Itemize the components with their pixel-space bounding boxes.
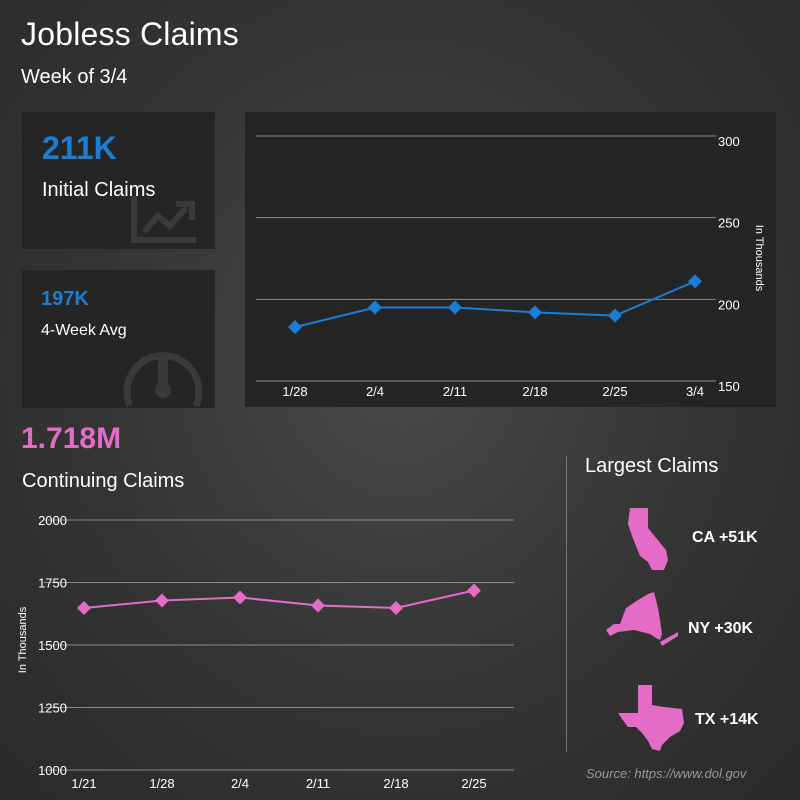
page-subtitle: Week of 3/4: [21, 66, 128, 88]
data-point: [233, 590, 247, 605]
california-icon: [628, 508, 668, 570]
initial-claims-chart-panel: [245, 112, 776, 407]
four-week-avg-card: 197K 4-Week Avg: [22, 270, 215, 408]
data-point: [688, 274, 702, 289]
y-tick-label: 300: [718, 134, 740, 149]
data-point: [448, 300, 462, 315]
y-tick-label: 250: [718, 216, 740, 231]
y-tick-label: 200: [718, 297, 740, 312]
x-tick-label: 2/4: [366, 384, 384, 399]
initial-claims-label: Initial Claims: [42, 179, 156, 201]
data-point: [467, 583, 481, 598]
four-week-avg-label: 4-Week Avg: [41, 322, 127, 339]
chart-trend-icon: [131, 196, 196, 243]
texas-icon: [618, 685, 684, 751]
x-tick-label: 1/28: [282, 384, 307, 399]
x-tick-label: 2/18: [522, 384, 547, 399]
new-york-icon: [606, 592, 678, 646]
series-line: [83, 589, 475, 610]
y-tick-label: 1750: [38, 576, 67, 591]
state-label-ca: CA +51K: [692, 529, 758, 546]
section-divider: [566, 456, 567, 752]
x-tick-label: 2/4: [231, 776, 249, 791]
y-tick-label: 2000: [38, 513, 67, 528]
y-tick-label: 150: [718, 379, 740, 394]
data-point: [389, 601, 403, 615]
data-point: [77, 601, 91, 615]
state-label-tx: TX +14K: [695, 711, 759, 728]
x-tick-label: 1/21: [71, 776, 96, 791]
source-note: Source: https://www.dol.gov: [586, 766, 747, 781]
state-label-ny: NY +30K: [688, 620, 754, 637]
x-tick-label: 3/4: [686, 384, 704, 399]
y-tick-label: 1000: [38, 763, 67, 778]
data-point: [528, 305, 542, 320]
x-tick-label: 2/25: [461, 776, 486, 791]
data-point: [155, 593, 169, 608]
four-week-avg-value: 197K: [41, 288, 89, 310]
x-tick-label: 2/11: [443, 384, 467, 399]
y-tick-label: 1500: [38, 638, 67, 653]
series-line: [294, 280, 696, 329]
continuing-claims-value: 1.718M: [21, 422, 122, 455]
page-title: Jobless Claims: [21, 16, 239, 52]
x-tick-label: 2/18: [383, 776, 408, 791]
initial-claims-card: 211K Initial Claims: [22, 112, 215, 249]
x-tick-label: 2/11: [306, 776, 330, 791]
data-point: [311, 598, 325, 613]
initial-claims-value: 211K: [42, 130, 117, 166]
continuing-claims-label: Continuing Claims: [22, 470, 185, 492]
y-axis-label: In Thousands: [17, 606, 29, 673]
data-point: [608, 308, 622, 323]
data-point: [368, 300, 382, 315]
gauge-icon: [123, 352, 203, 408]
y-tick-label: 1250: [38, 701, 67, 716]
x-tick-label: 1/28: [149, 776, 174, 791]
x-tick-label: 2/25: [602, 384, 627, 399]
largest-claims-title: Largest Claims: [585, 455, 719, 477]
y-axis-label: In Thousands: [753, 225, 765, 292]
data-point: [288, 320, 302, 335]
